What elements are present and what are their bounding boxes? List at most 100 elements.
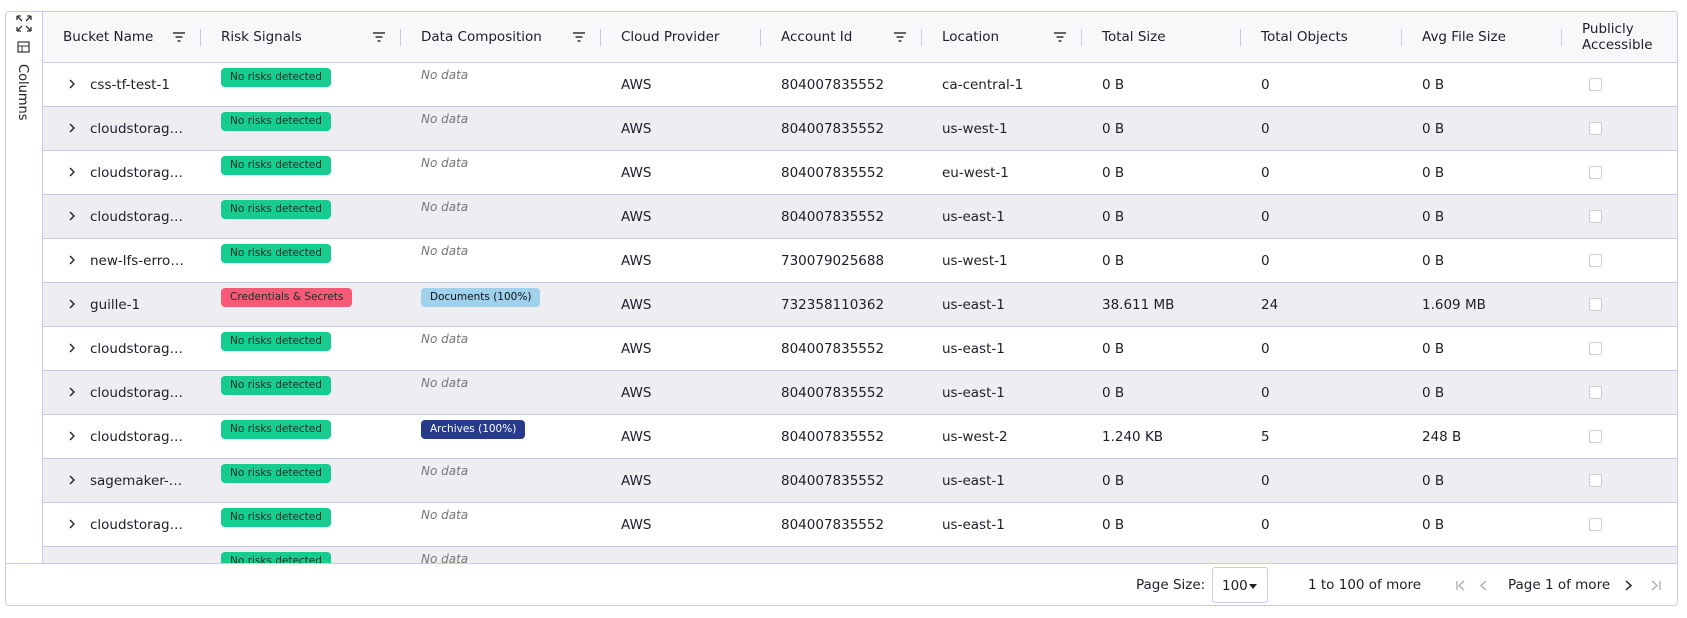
nav-prev[interactable] [1454,579,1514,593]
bucket-name: cloudstorag… [90,516,184,533]
expand-chevron[interactable] [68,429,76,445]
expand-chevron[interactable] [68,297,76,313]
cell-text: 804007835552 [781,164,885,181]
table-cell [1402,547,1562,563]
checkbox[interactable] [1589,78,1602,91]
expand-chevron[interactable] [68,341,76,357]
expand-chevron[interactable] [68,165,76,181]
checkbox[interactable] [1589,166,1602,179]
checkbox[interactable] [1589,430,1602,443]
page-size-select[interactable]: 100 [1212,567,1268,603]
table-cell: 804007835552 [761,371,922,414]
cell-text: 0 B [1102,516,1125,533]
filter-icon[interactable] [573,30,585,46]
table-cell: No risks detected [201,239,401,282]
table-cell: No data [401,327,601,370]
columns-tab[interactable]: Columns [15,64,30,121]
column-header[interactable]: Avg File Size [1402,12,1562,62]
bucket-name: cloudstorag… [90,428,184,445]
expand-chevron[interactable] [68,121,76,137]
column-header[interactable]: Data Composition [401,12,601,62]
table-cell: AWS [601,459,761,502]
table-cell: No risks detected [201,327,401,370]
expand-chevron[interactable] [68,253,76,269]
column-header[interactable]: Risk Signals [201,12,401,62]
nav-next[interactable] [1622,579,1672,593]
table-cell: No risks detected [201,151,401,194]
table-cell: 804007835552 [761,327,922,370]
side-icons[interactable] [6,12,42,62]
cell-text: AWS [621,384,652,401]
cell-text: 0 B [1422,76,1445,93]
cell-text: 0 [1261,76,1270,93]
table-row: sagemaker-… No risks detected No data AWS 80… [43,459,1677,503]
checkbox[interactable] [1589,474,1602,487]
table-cell: 248 B [1402,415,1562,458]
filter-icon[interactable] [1054,30,1066,46]
expand-chevron[interactable] [68,473,76,489]
column-header[interactable]: Total Size [1082,12,1241,62]
risk-badge: No risks detected [221,112,331,131]
table-cell: 804007835552 [761,459,922,502]
table-row: cloudstorag… No risks detected No data AWS 8… [43,151,1677,195]
column-separator [1561,29,1562,46]
cell-text: 0 B [1102,76,1125,93]
table-row: cloudstorag… No risks detected No data AWS 8… [43,371,1677,415]
table-cell: No risks detected [201,63,401,106]
table-cell: 1.240 KB [1082,415,1241,458]
column-label: Avg File Size [1422,29,1506,45]
table-cell: 0 [1241,151,1402,194]
cell-text: 24 [1261,296,1279,313]
table-cell: us-west-1 [922,239,1082,282]
table-cell: 0 B [1082,459,1241,502]
table-cell: 0 B [1082,107,1241,150]
column-header[interactable]: Bucket Name [43,12,201,62]
table-cell [43,547,201,563]
column-header[interactable]: Location [922,12,1082,62]
pagination: Page Size: 100 1 to 100 of more Page 1 o… [6,563,1677,605]
filter-icon[interactable] [894,30,906,46]
checkbox[interactable] [1589,210,1602,223]
column-header[interactable]: Account Id [761,12,922,62]
cell-text: 804007835552 [781,76,885,93]
cell-text: AWS [621,164,652,181]
cell-text: 0 B [1102,120,1125,137]
table-cell: No data [401,503,601,546]
expand-chevron[interactable] [68,385,76,401]
expand-chevron[interactable] [68,517,76,533]
checkbox[interactable] [1589,254,1602,267]
checkbox[interactable] [1589,122,1602,135]
table-cell: 0 B [1402,459,1562,502]
cell-text: AWS [621,472,652,489]
column-header[interactable]: Total Objects [1241,12,1402,62]
column-header[interactable]: Cloud Provider [601,12,761,62]
checkbox[interactable] [1589,518,1602,531]
filter-icon[interactable] [373,30,385,46]
table-cell: No risks detected [201,547,401,563]
table-cell: No risks detected [201,415,401,458]
table-cell: 5 [1241,415,1402,458]
checkbox[interactable] [1589,298,1602,311]
checkbox[interactable] [1589,342,1602,355]
table-cell: 0 [1241,327,1402,370]
column-separator [1081,29,1082,46]
table-cell: AWS [601,327,761,370]
cell-text: 5 [1261,428,1270,445]
table-cell: No risks detected [201,371,401,414]
cell-text: 0 [1261,516,1270,533]
filter-icon[interactable] [173,30,185,46]
cell-text: 0 B [1102,164,1125,181]
table-cell [761,547,922,563]
checkbox[interactable] [1589,386,1602,399]
column-label: Account Id [781,29,853,45]
expand-chevron[interactable] [68,209,76,225]
no-data: No data [421,112,469,126]
column-header[interactable]: Publicly Accessible [1562,12,1677,62]
table-cell: 0 B [1402,63,1562,106]
table-cell: AWS [601,503,761,546]
expand-chevron[interactable] [68,77,76,93]
column-separator [1240,29,1241,46]
table-cell: 732358110362 [761,283,922,326]
bucket-name: cloudstorag… [90,208,184,225]
table-cell: 0 B [1402,239,1562,282]
